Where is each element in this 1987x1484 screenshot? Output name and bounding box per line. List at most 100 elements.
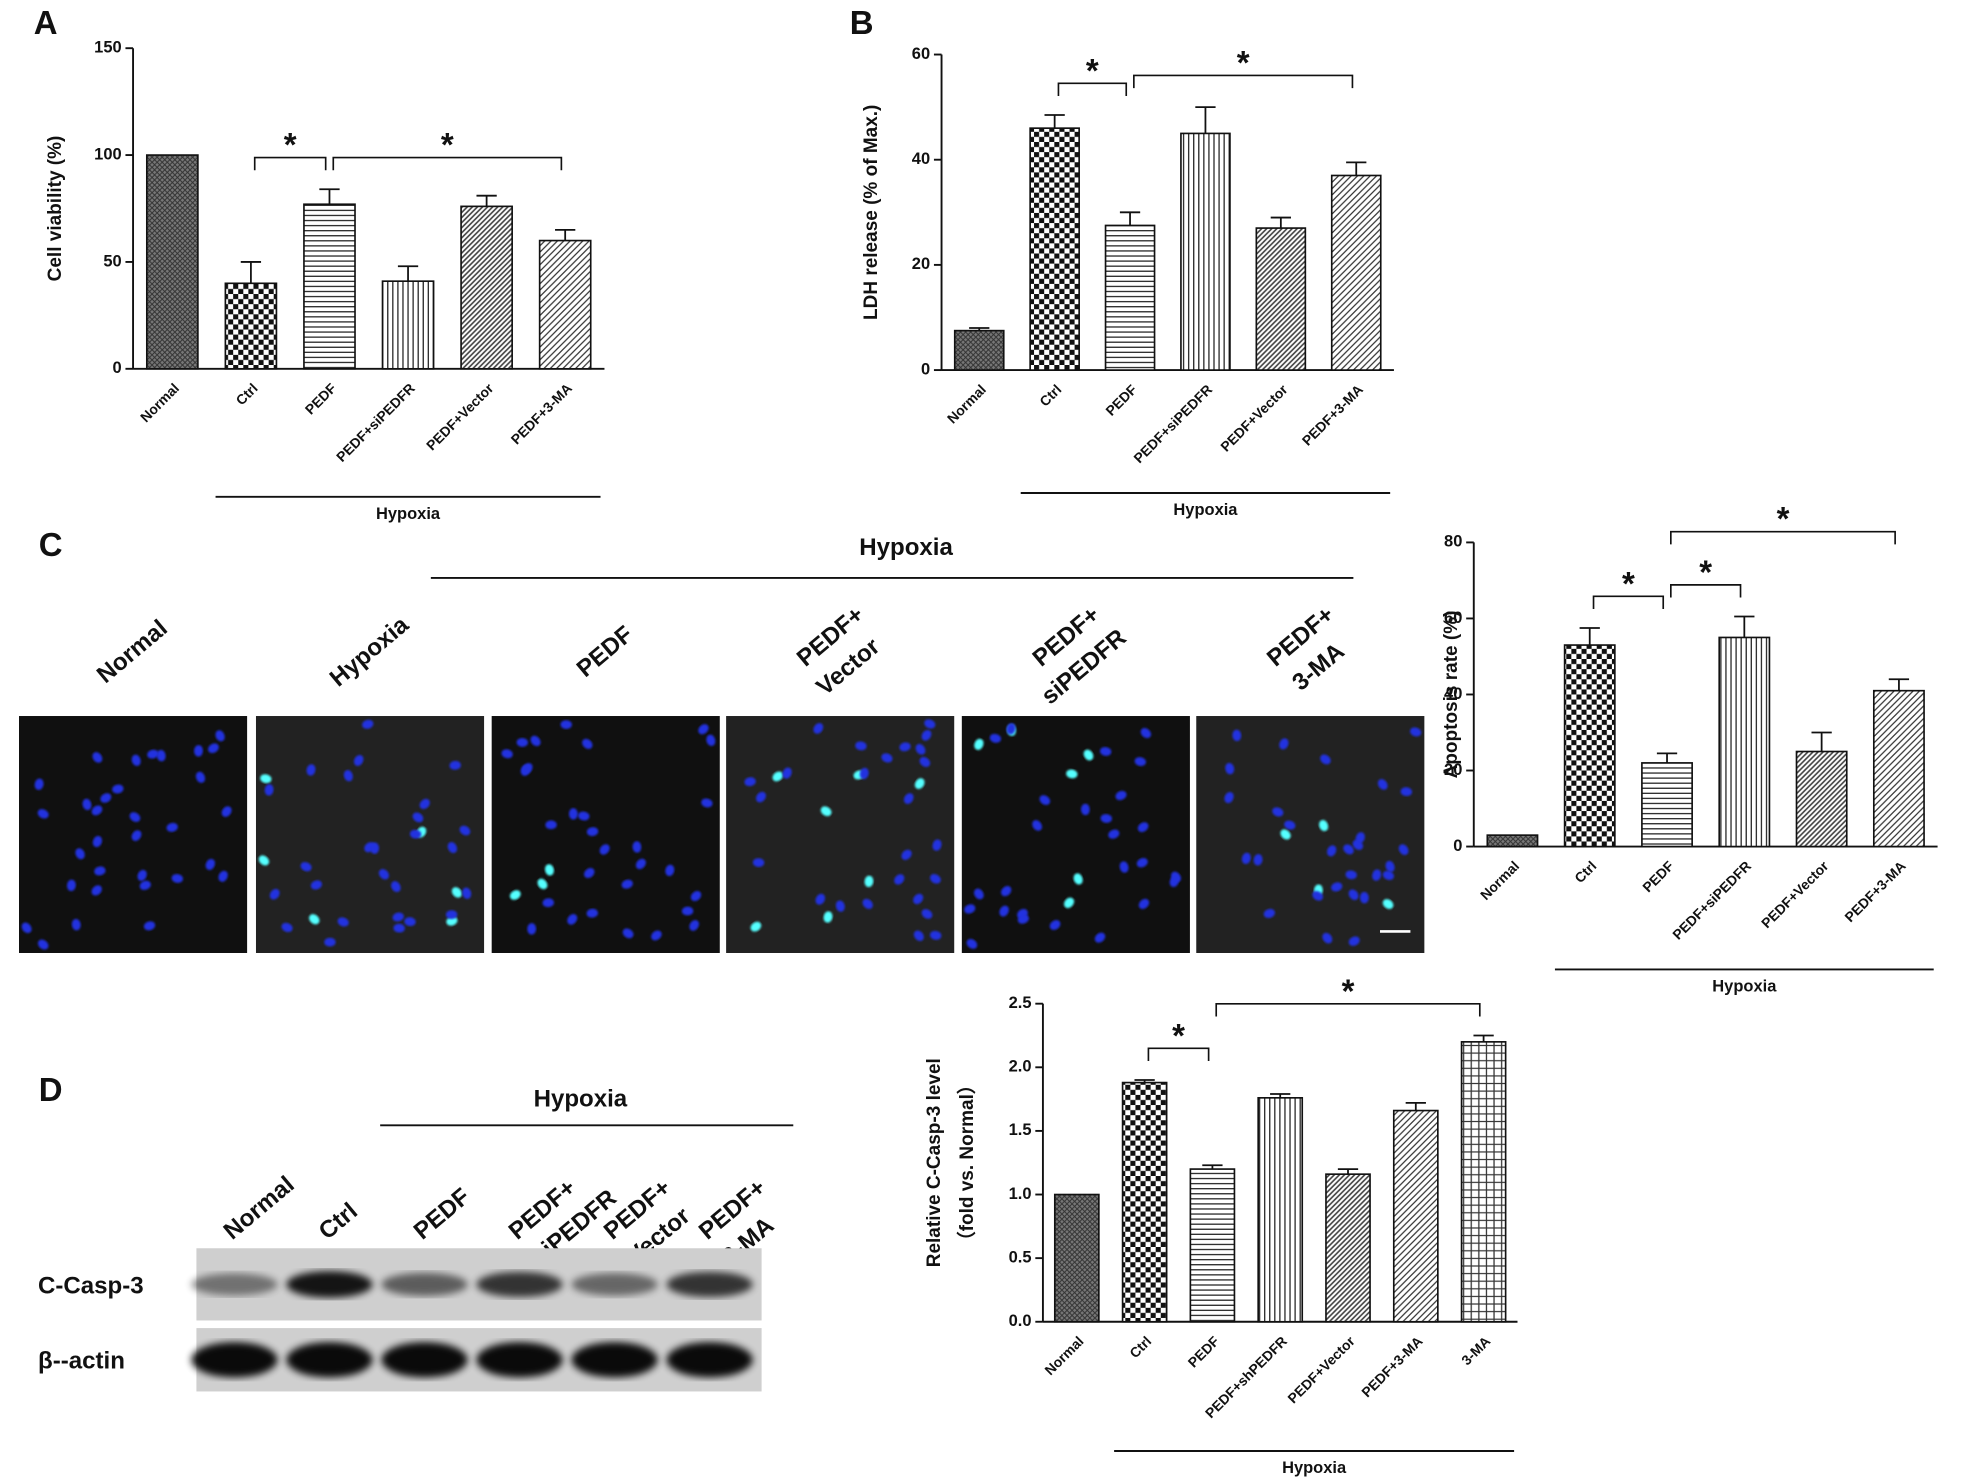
nucleus: [451, 887, 462, 898]
nucleus: [823, 911, 833, 923]
y-axis-label: Cell viability (%): [45, 136, 66, 282]
nucleus: [92, 752, 103, 763]
nucleus: [195, 771, 206, 783]
nucleus: [1039, 795, 1051, 805]
y-tick-label: 0.0: [1009, 1312, 1032, 1330]
x-tick-label: Normal: [944, 381, 989, 426]
error-bar: [969, 327, 990, 331]
nucleus: [393, 923, 405, 933]
nucleus: [894, 874, 905, 885]
nucleus: [698, 724, 709, 735]
nucleus: [1320, 754, 1331, 765]
group-label: Hypoxia: [1282, 1459, 1347, 1477]
bar: [1641, 762, 1693, 848]
nucleus: [1083, 749, 1094, 761]
x-tick-label: Ctrl: [232, 380, 260, 408]
error-bar: [476, 194, 497, 207]
nucleus: [752, 858, 765, 868]
nucleus: [1241, 852, 1251, 865]
nucleus: [1382, 870, 1394, 881]
micrograph: [1196, 716, 1425, 953]
nucleus: [1348, 936, 1360, 946]
nucleus: [537, 878, 548, 890]
significance-label: *: [1172, 1017, 1185, 1054]
x-tick-label: PEDF: [1639, 858, 1677, 896]
nucleus: [1119, 861, 1129, 873]
nucleus: [632, 841, 642, 853]
nucleus: [171, 873, 183, 883]
nucleus: [813, 723, 824, 734]
significance-label: *: [441, 126, 454, 163]
y-tick-label: 150: [94, 39, 121, 57]
nucleus: [139, 880, 151, 890]
y-tick-label: 0: [1453, 837, 1462, 855]
nucleus: [974, 738, 984, 750]
nucleus: [1348, 889, 1359, 901]
error-bar: [1337, 1168, 1359, 1175]
error-bar: [1195, 106, 1216, 134]
nucleus: [706, 734, 716, 746]
nucleus: [1400, 787, 1413, 797]
nucleus: [1140, 728, 1152, 739]
nucleus: [131, 830, 142, 841]
error-bar: [1134, 1079, 1155, 1083]
significance-label: *: [1777, 500, 1790, 537]
significance-label: *: [284, 126, 297, 163]
error-bar: [397, 265, 419, 282]
nucleus: [665, 864, 675, 877]
micrograph: [961, 716, 1190, 953]
nucleus: [370, 842, 380, 854]
error-bar: [1119, 211, 1141, 226]
x-tick-label: PEDF: [1102, 381, 1140, 419]
nucleus: [1073, 873, 1083, 885]
x-tick-label: PEDF+3-MA: [1358, 1333, 1425, 1400]
nucleus: [1279, 738, 1289, 750]
nucleus: [409, 829, 422, 839]
bar: [1104, 224, 1156, 371]
nucleus: [218, 870, 228, 882]
nucleus: [391, 881, 401, 893]
significance-bracket: [1133, 74, 1354, 89]
nucleus: [701, 798, 713, 808]
nucleus: [1377, 779, 1388, 790]
nucleus: [1064, 897, 1075, 909]
nucleus: [899, 742, 911, 752]
nucleus: [690, 890, 702, 902]
nucleus: [462, 887, 472, 899]
nucleus: [1331, 882, 1343, 892]
nucleus: [1253, 854, 1263, 866]
micrograph: [491, 716, 720, 953]
nucleus: [412, 812, 424, 823]
x-tick-label: PEDF+3-MA: [508, 380, 575, 447]
nucleus: [544, 864, 554, 876]
nucleus: [651, 930, 662, 941]
nucleus: [859, 767, 869, 780]
nucleus: [1382, 899, 1394, 909]
bar: [953, 329, 1005, 371]
nucleus: [194, 745, 203, 757]
nucleus: [527, 923, 537, 935]
nucleus: [264, 784, 274, 796]
blot-band: [666, 1271, 753, 1298]
bar: [1795, 750, 1848, 848]
blot-band: [381, 1272, 468, 1297]
x-tick-label: Normal: [1041, 1333, 1086, 1378]
group-label: Hypoxia: [376, 505, 441, 523]
nucleus: [520, 764, 530, 776]
significance-label: *: [1622, 565, 1635, 602]
nucleus: [1263, 908, 1275, 919]
blot-band: [381, 1342, 468, 1378]
nucleus: [1359, 891, 1369, 904]
nucleus: [112, 784, 124, 794]
lane-label: Normal: [219, 1171, 300, 1245]
y-axis-label: Apoptosis rate (%): [1441, 611, 1462, 779]
nucleus: [1318, 820, 1329, 832]
nucleus: [1284, 820, 1296, 830]
micrograph: [726, 716, 955, 953]
nucleus: [362, 719, 374, 729]
nucleus: [835, 900, 845, 912]
nucleus: [815, 893, 826, 905]
error-bar: [319, 188, 340, 205]
nucleus: [930, 930, 942, 940]
nucleus: [66, 879, 76, 892]
